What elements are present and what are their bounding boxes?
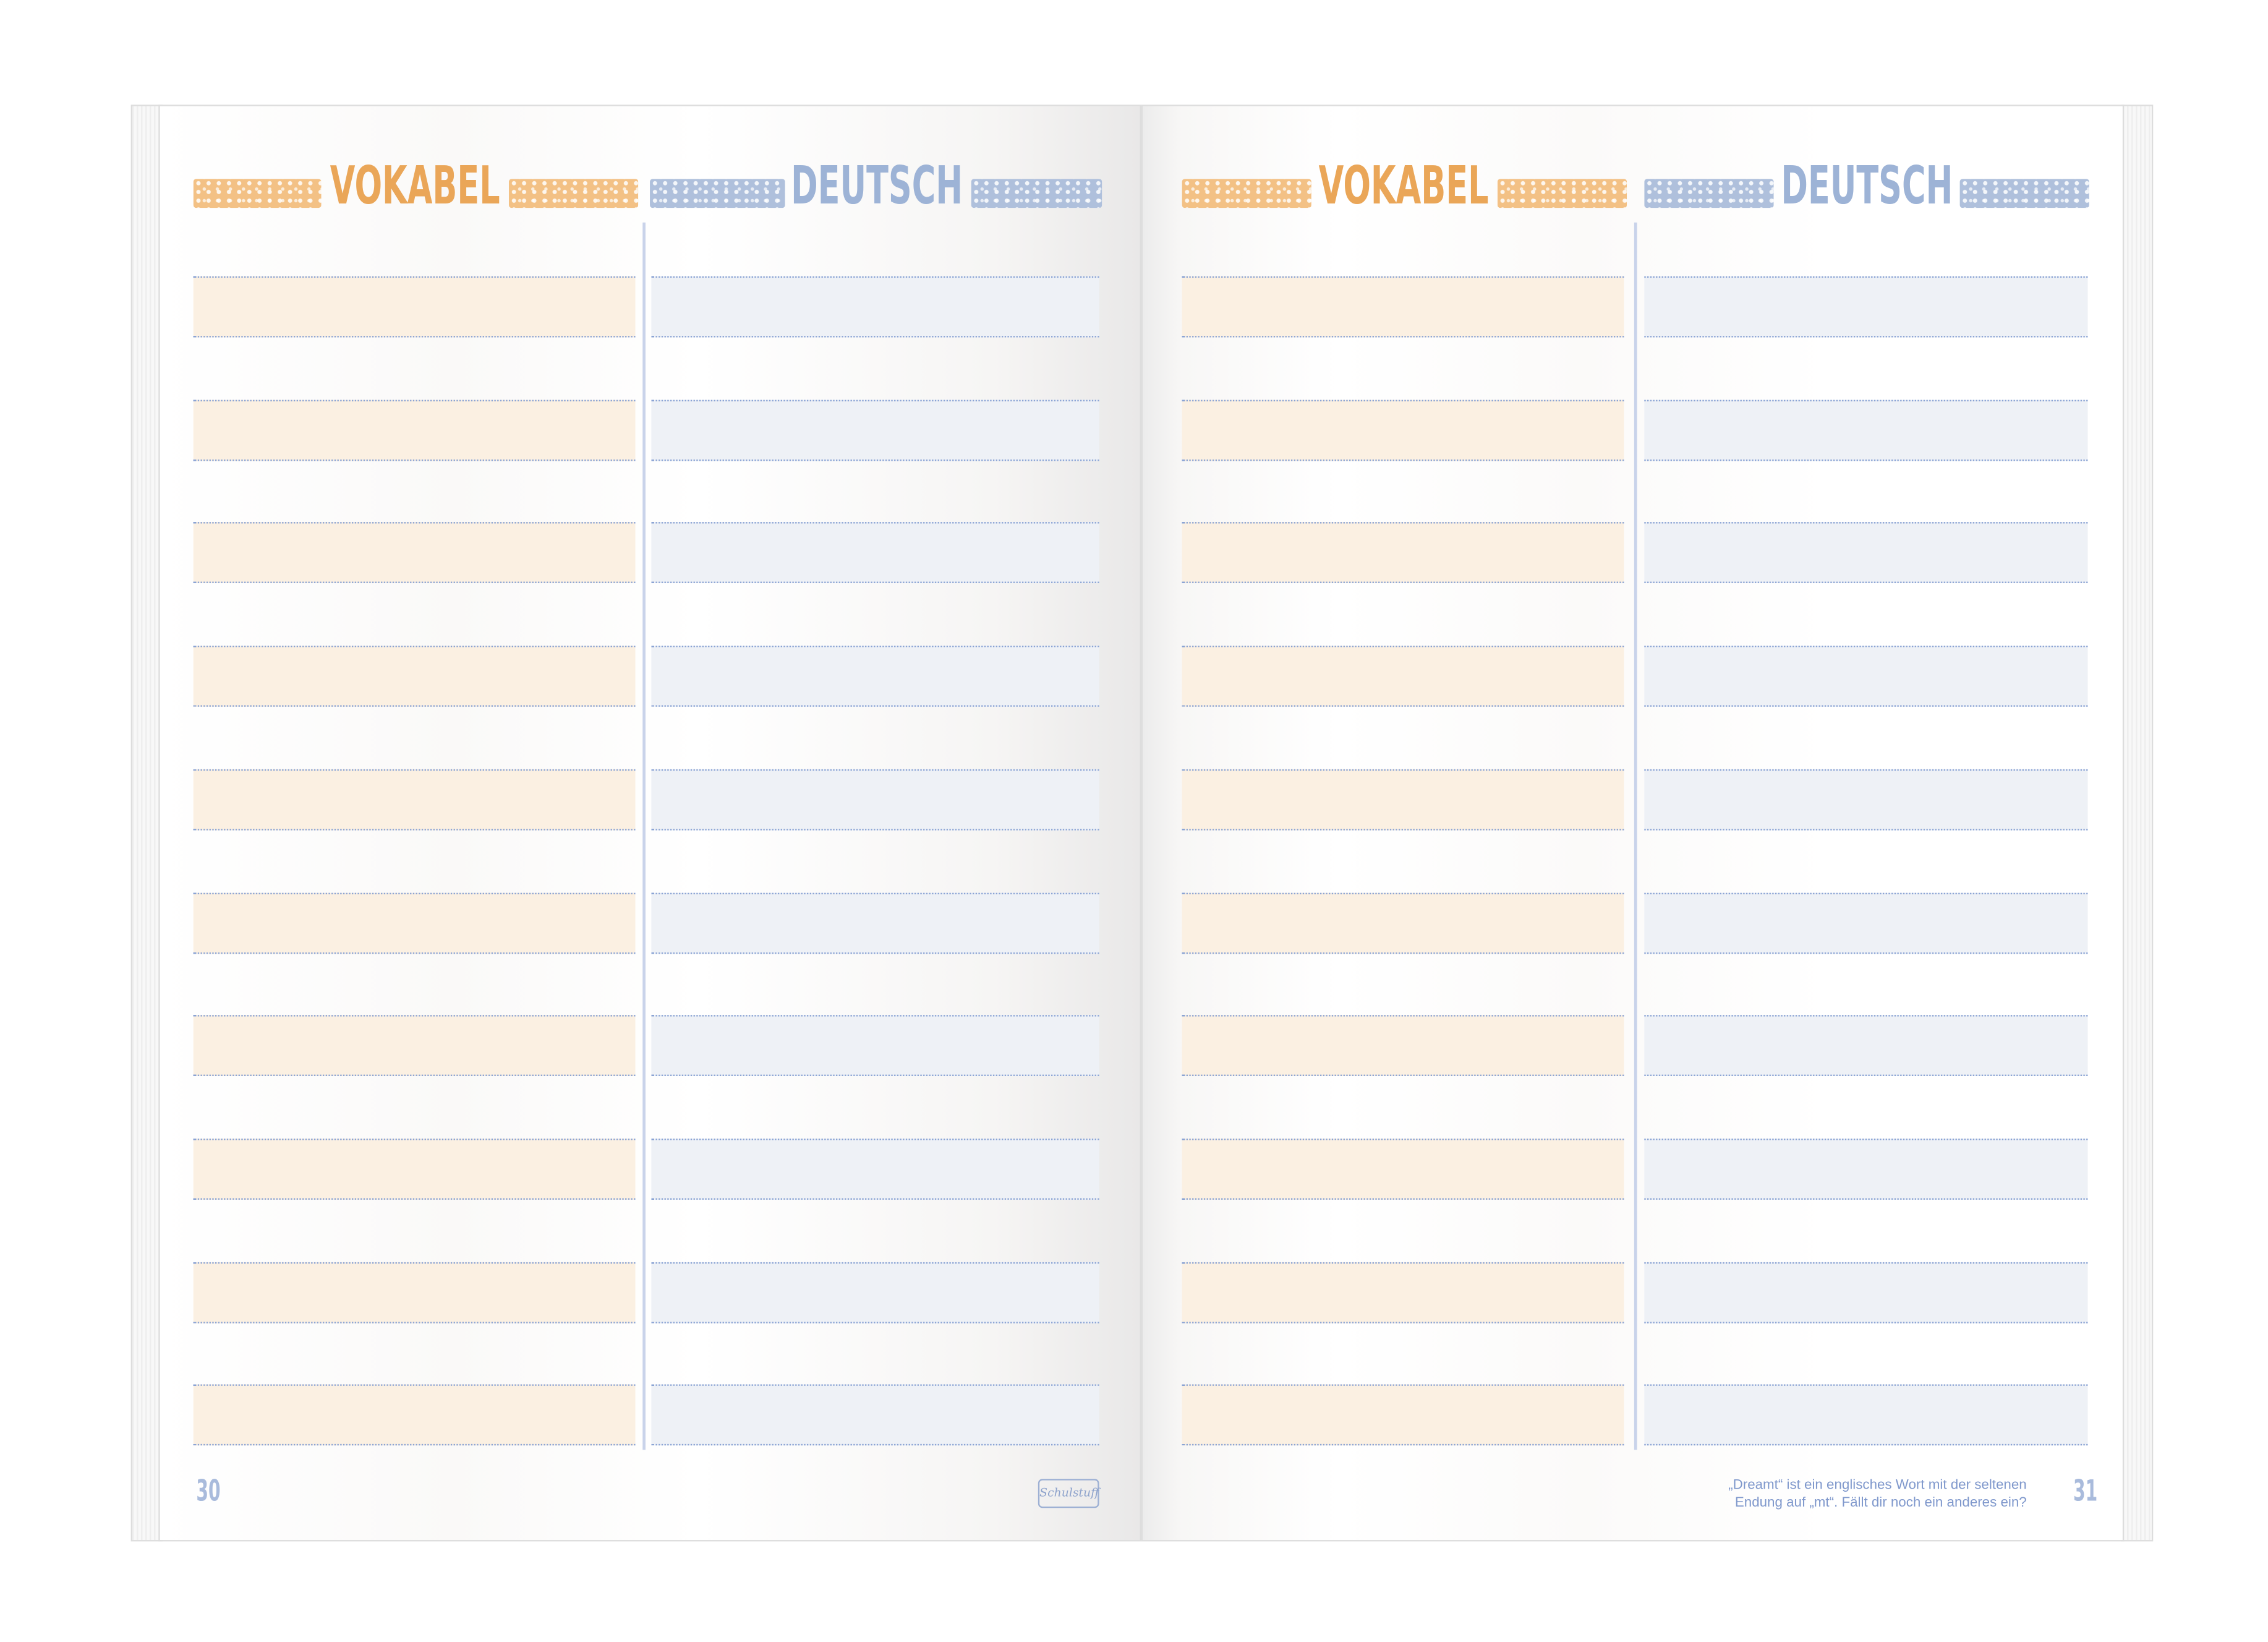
column-divider	[642, 222, 646, 1450]
header-left: VOKABEL DEUTSCH	[160, 158, 1140, 216]
page-right: VOKABEL DEUTSCH „Dreamt“ ist ein englisc…	[1141, 105, 2125, 1542]
vocab-entry-line[interactable]	[1182, 1261, 1624, 1323]
translation-entry-line[interactable]	[651, 276, 1099, 338]
translation-heading: DEUTSCH	[1781, 156, 1953, 217]
translation-entry-line[interactable]	[651, 769, 1099, 831]
vocab-entry-line[interactable]	[1182, 1138, 1624, 1200]
translation-entry-line[interactable]	[1644, 892, 2088, 954]
translation-entry-line[interactable]	[1644, 1015, 2088, 1077]
vocab-entry-line[interactable]	[193, 523, 636, 584]
vocab-entry-line[interactable]	[1182, 1015, 1624, 1077]
tape-decoration	[971, 179, 1102, 208]
translation-entry-line[interactable]	[651, 1261, 1099, 1323]
translation-entry-line[interactable]	[651, 1138, 1099, 1200]
translation-entry-line[interactable]	[1644, 1138, 2088, 1200]
tape-decoration	[1644, 179, 1774, 208]
translation-entry-line[interactable]	[651, 1385, 1099, 1446]
vocab-entry-line[interactable]	[1182, 892, 1624, 954]
page-number: 30	[196, 1473, 221, 1508]
tape-decoration	[1497, 179, 1627, 208]
translation-entry-line[interactable]	[651, 523, 1099, 584]
vocab-entry-line[interactable]	[1182, 1385, 1624, 1446]
vocab-heading: VOKABEL	[330, 156, 500, 217]
translation-entry-line[interactable]	[651, 892, 1099, 954]
footer-note: „Dreamt“ ist ein englisches Wort mit der…	[1648, 1477, 2027, 1512]
translation-entry-line[interactable]	[651, 399, 1099, 461]
vocab-entry-line[interactable]	[1182, 646, 1624, 707]
tape-decoration	[650, 179, 785, 208]
vocab-entry-line[interactable]	[1182, 399, 1624, 461]
translation-heading: DEUTSCH	[791, 156, 963, 217]
vocab-entry-line[interactable]	[193, 646, 636, 707]
translation-entry-line[interactable]	[651, 1015, 1099, 1077]
page-number: 31	[2073, 1473, 2098, 1508]
translation-entry-line[interactable]	[1644, 1261, 2088, 1323]
translation-entry-line[interactable]	[651, 646, 1099, 707]
tape-decoration	[193, 179, 322, 208]
translation-entry-line[interactable]	[1644, 276, 2088, 338]
vocab-entry-line[interactable]	[193, 1138, 636, 1200]
page-edges-left	[130, 105, 163, 1542]
vocab-entry-line[interactable]	[193, 1015, 636, 1077]
vocab-entry-line[interactable]	[193, 1261, 636, 1323]
vocab-entry-line[interactable]	[193, 769, 636, 831]
translation-entry-line[interactable]	[1644, 1385, 2088, 1446]
footer-note-line: „Dreamt“ ist ein englisches Wort mit der…	[1728, 1477, 2027, 1494]
vocab-entry-line[interactable]	[1182, 769, 1624, 831]
vocab-entry-line[interactable]	[193, 276, 636, 338]
tape-decoration	[1959, 179, 2089, 208]
page-left: VOKABEL DEUTSCH 30 Schulstuff	[158, 105, 1141, 1542]
header-right: VOKABEL DEUTSCH	[1143, 158, 2123, 216]
page-edges-right	[2121, 105, 2154, 1542]
column-divider	[1634, 222, 1637, 1450]
translation-entry-line[interactable]	[1644, 646, 2088, 707]
translation-entry-line[interactable]	[1644, 399, 2088, 461]
brand-logo: Schulstuff	[1038, 1479, 1099, 1508]
vocab-entry-line[interactable]	[193, 1385, 636, 1446]
translation-entry-line[interactable]	[1644, 769, 2088, 831]
vocab-entry-line[interactable]	[1182, 523, 1624, 584]
vocab-entry-line[interactable]	[193, 892, 636, 954]
footer-note-line: Endung auf „mt“. Fällt dir noch ein ande…	[1734, 1495, 2027, 1512]
vocab-entry-line[interactable]	[1182, 276, 1624, 338]
vocab-entry-line[interactable]	[193, 399, 636, 461]
translation-entry-line[interactable]	[1644, 523, 2088, 584]
vocab-heading: VOKABEL	[1318, 156, 1489, 217]
tape-decoration	[1182, 179, 1311, 208]
tape-decoration	[508, 179, 639, 208]
